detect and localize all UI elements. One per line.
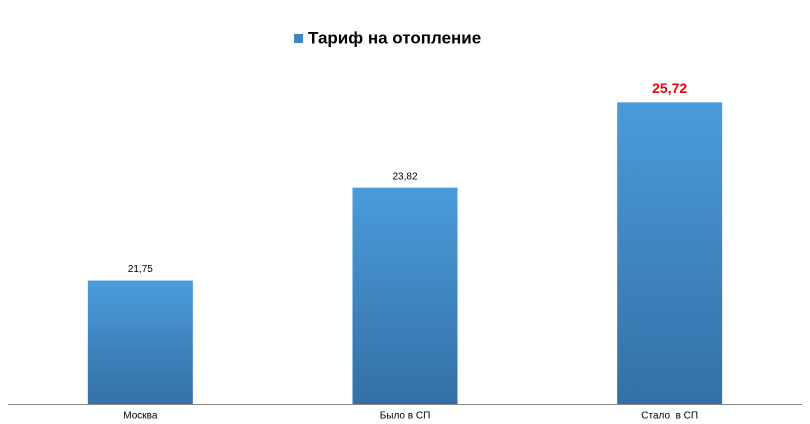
value-label: 25,72 (652, 80, 687, 96)
legend-label: Тариф на отопление (308, 28, 481, 47)
x-tick-label: Было в СП (380, 411, 431, 422)
x-tick-label: Москва (123, 411, 158, 422)
x-tick-label: Стало в СП (641, 411, 698, 422)
bar (352, 187, 458, 404)
bar (617, 102, 723, 404)
value-label: 23,82 (392, 171, 417, 182)
value-label: 21,75 (128, 264, 153, 275)
legend-swatch (294, 34, 303, 43)
bar (87, 280, 193, 404)
